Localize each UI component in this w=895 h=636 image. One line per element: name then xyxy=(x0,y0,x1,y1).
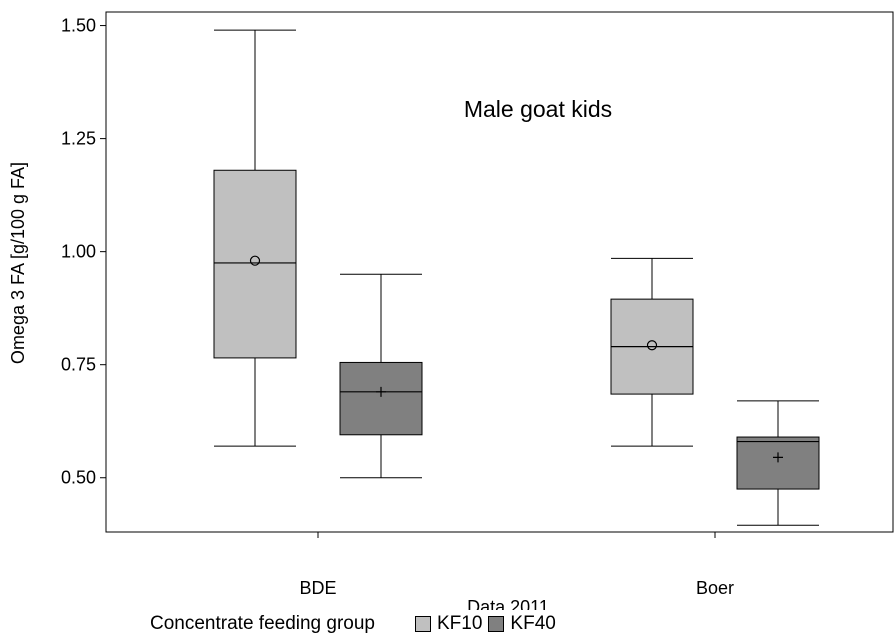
y-tick-label: 1.50 xyxy=(61,16,96,36)
mean-marker-kf40-boer xyxy=(773,452,783,463)
y-axis-label: Omega 3 FA [g/100 g FA] xyxy=(8,162,28,364)
legend-title: Concentrate feeding group xyxy=(150,613,375,634)
y-tick-label: 1.00 xyxy=(61,242,96,262)
box-plot-chart: 0.50 0.75 1.00 1.25 1.50 BDE Boer Male goat ki… xyxy=(8,11,894,610)
legend-swatch-kf10 xyxy=(415,616,431,632)
mean-marker-kf10-boer xyxy=(646,340,658,351)
legend: Concentrate feeding group KF10 KF40 xyxy=(150,612,562,636)
mean-marker-kf10-bde xyxy=(249,255,261,266)
plot-frame xyxy=(105,11,894,533)
legend-label-kf40: KF40 xyxy=(510,613,556,634)
y-tick-label: 0.50 xyxy=(61,468,96,488)
legend-label-kf10: KF10 xyxy=(437,613,483,634)
box-kf10-bde xyxy=(213,169,297,359)
x-axis-label: Data 2011 xyxy=(467,597,549,610)
x-tick-label: BDE xyxy=(299,578,336,598)
legend-item-kf40: KF40 xyxy=(488,613,556,635)
y-tick-label: 1.25 xyxy=(61,129,96,149)
x-tick-label: Boer xyxy=(696,578,734,598)
chart-annotation: Male goat kids xyxy=(464,96,612,122)
box-kf40-bde xyxy=(339,361,423,436)
legend-item-kf10: KF10 xyxy=(415,613,482,635)
plot-area: 0.50 0.75 1.00 1.25 1.50 BDE Boer xyxy=(61,11,894,598)
mean-marker-kf40-bde xyxy=(376,386,386,397)
legend-swatch-kf40 xyxy=(488,616,505,632)
box-kf40-boer xyxy=(736,436,820,490)
y-tick-label: 0.75 xyxy=(61,355,96,375)
